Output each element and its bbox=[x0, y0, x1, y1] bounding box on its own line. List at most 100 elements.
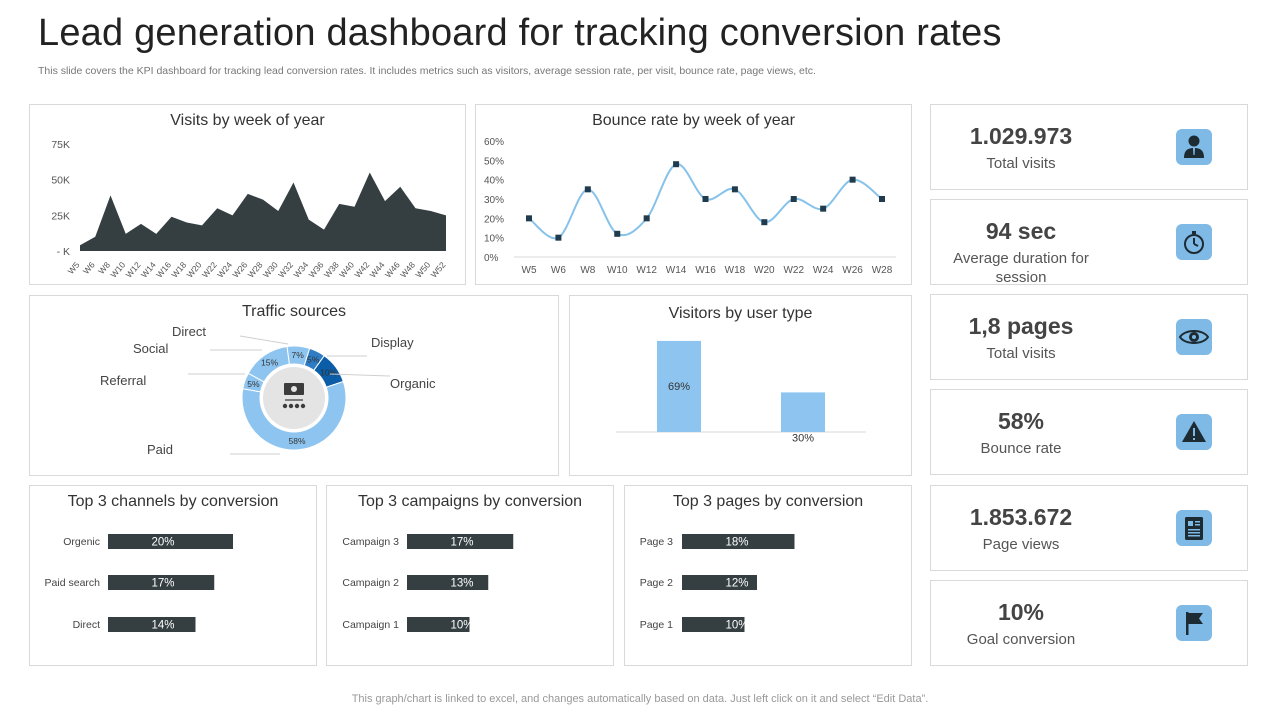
traffic-category-label: Paid bbox=[147, 442, 173, 457]
x-tick-label: W14 bbox=[139, 260, 158, 280]
bounce-chart-title: Bounce rate by week of year bbox=[592, 112, 795, 129]
warning-icon bbox=[1176, 414, 1212, 450]
conversion-bar-label: 14% bbox=[151, 620, 174, 632]
traffic-leader-line bbox=[329, 373, 391, 377]
category-label: Campaign 3 bbox=[342, 536, 399, 548]
network-icon-node bbox=[288, 403, 294, 409]
x-tick-label: W22 bbox=[200, 260, 219, 280]
conversion-bar bbox=[682, 534, 795, 549]
category-label: Paid search bbox=[45, 577, 101, 589]
x-tick-label: W30 bbox=[261, 260, 280, 280]
traffic-slice-label: 58% bbox=[289, 436, 306, 446]
conversion-bar bbox=[407, 575, 489, 590]
bounce-point bbox=[526, 215, 532, 222]
y-tick-label: 10% bbox=[484, 234, 504, 245]
traffic-slice-paid bbox=[241, 380, 347, 451]
traffic-category-label: Organic bbox=[390, 376, 436, 391]
network-icon-node bbox=[300, 403, 306, 409]
usertype-panel: Visitors by user type 69% 30% bbox=[569, 295, 912, 476]
traffic-panel: Traffic sources 10% Organic 58% Paid 5% Refer… bbox=[29, 295, 559, 476]
kpi-card-goal-conversion: 10% Goal conversion bbox=[930, 580, 1248, 666]
pages-chart-title: Top 3 pages by conversion bbox=[672, 493, 864, 510]
bounce-point bbox=[790, 196, 797, 202]
x-tick-label: W42 bbox=[352, 260, 371, 280]
category-label: Page 2 bbox=[640, 577, 673, 589]
traffic-chart: 10% Organic 58% Paid 5% Referral 15% Social 7% Di… bbox=[100, 324, 436, 457]
network-icon-node bbox=[282, 403, 288, 409]
x-tick-label: W18 bbox=[169, 260, 188, 280]
bounce-point bbox=[761, 219, 768, 226]
bounce-point bbox=[879, 196, 885, 202]
traffic-slice-label: 5% bbox=[247, 379, 260, 389]
y-tick-label: 60% bbox=[484, 137, 504, 148]
network-icon-node bbox=[294, 403, 300, 409]
x-tick-label: W32 bbox=[276, 260, 295, 280]
kpi-label: Goal conversion bbox=[966, 631, 1076, 648]
conversion-bar-label: 13% bbox=[450, 578, 473, 590]
campaigns-chart: Campaign 3 17% Campaign 2 13% Campaign 1 10% bbox=[342, 534, 514, 632]
x-tick-label: W26 bbox=[230, 260, 249, 280]
kpi-label: Page views bbox=[982, 536, 1060, 553]
traffic-slice-display bbox=[303, 347, 325, 372]
stopwatch-icon bbox=[1176, 224, 1212, 260]
network-icon-hub bbox=[291, 386, 297, 392]
bounce-point bbox=[614, 230, 621, 237]
category-label: Campaign 1 bbox=[342, 619, 399, 631]
bounce-point bbox=[643, 215, 650, 222]
conversion-bar bbox=[407, 617, 470, 632]
category-label: Campaign 2 bbox=[342, 577, 399, 589]
x-tick-label: W44 bbox=[368, 260, 387, 280]
kpi-value: 1.029.973 bbox=[969, 123, 1073, 149]
category-label: Orgenic bbox=[63, 536, 100, 548]
x-tick-label: W12 bbox=[636, 265, 657, 276]
usertype-bar bbox=[781, 392, 825, 432]
x-tick-label: W24 bbox=[215, 260, 234, 280]
pages-chart: Page 3 18% Page 2 12% Page 1 10% bbox=[640, 534, 795, 632]
category-label: Page 3 bbox=[640, 536, 673, 548]
usertype-bar-label: 69% bbox=[668, 381, 690, 393]
conversion-bar-label: 10% bbox=[450, 620, 473, 632]
x-tick-label: W28 bbox=[872, 265, 893, 276]
x-tick-label: W14 bbox=[666, 265, 687, 276]
bounce-point bbox=[731, 186, 738, 193]
x-tick-label: W28 bbox=[246, 260, 265, 280]
x-tick-label: W10 bbox=[108, 260, 127, 280]
conversion-bar bbox=[108, 534, 233, 549]
traffic-category-label: Social bbox=[133, 341, 169, 356]
traffic-slice-label: 10% bbox=[320, 367, 337, 377]
kpi-label: Total visits bbox=[986, 155, 1056, 172]
y-tick-label: 40% bbox=[484, 176, 504, 187]
conversion-bar bbox=[108, 617, 196, 632]
traffic-chart-title: Traffic sources bbox=[241, 303, 347, 320]
x-tick-label: W36 bbox=[307, 260, 326, 280]
campaigns-chart-title: Top 3 campaigns by conversion bbox=[357, 493, 583, 510]
kpi-value: 10% bbox=[997, 599, 1045, 625]
kpi-card-total-visits: 1.029.973 Total visits bbox=[930, 104, 1248, 190]
bounce-point bbox=[849, 176, 856, 183]
bounce-point bbox=[702, 196, 709, 202]
conversion-bar-label: 20% bbox=[151, 537, 174, 549]
x-tick-label: W16 bbox=[695, 265, 716, 276]
traffic-slice-label: 7% bbox=[292, 350, 305, 360]
bounce-chart: 60% 50% 40% 30% 20% 10% 0% W5 W6 W8 W10 W12 W14 W16 W1… bbox=[484, 137, 896, 276]
kpi-value: 1,8 pages bbox=[968, 313, 1074, 339]
visits-chart-title: Visits by week of year bbox=[170, 112, 325, 129]
usertype-chart-title: Visitors by user type bbox=[668, 305, 813, 322]
kpi-value: 58% bbox=[997, 408, 1045, 434]
flag-icon bbox=[1176, 605, 1212, 641]
usertype-chart: 69% 30% bbox=[616, 340, 866, 444]
bounce-point bbox=[584, 186, 591, 193]
traffic-category-label: Direct bbox=[172, 324, 206, 339]
x-tick-label: W6 bbox=[551, 265, 566, 276]
page-subtitle: This slide covers the KPI dashboard for … bbox=[38, 65, 816, 77]
x-tick-label: W5 bbox=[522, 265, 537, 276]
x-tick-label: W22 bbox=[783, 265, 804, 276]
y-tick-label: 25K bbox=[51, 210, 70, 222]
traffic-slice-label: 15% bbox=[261, 358, 278, 368]
traffic-slice-label: 5% bbox=[307, 355, 320, 365]
footer-note: This graph/chart is linked to excel, and… bbox=[351, 693, 929, 705]
visits-area bbox=[80, 172, 446, 251]
x-tick-label: W48 bbox=[398, 260, 417, 280]
category-label: Direct bbox=[73, 619, 101, 631]
